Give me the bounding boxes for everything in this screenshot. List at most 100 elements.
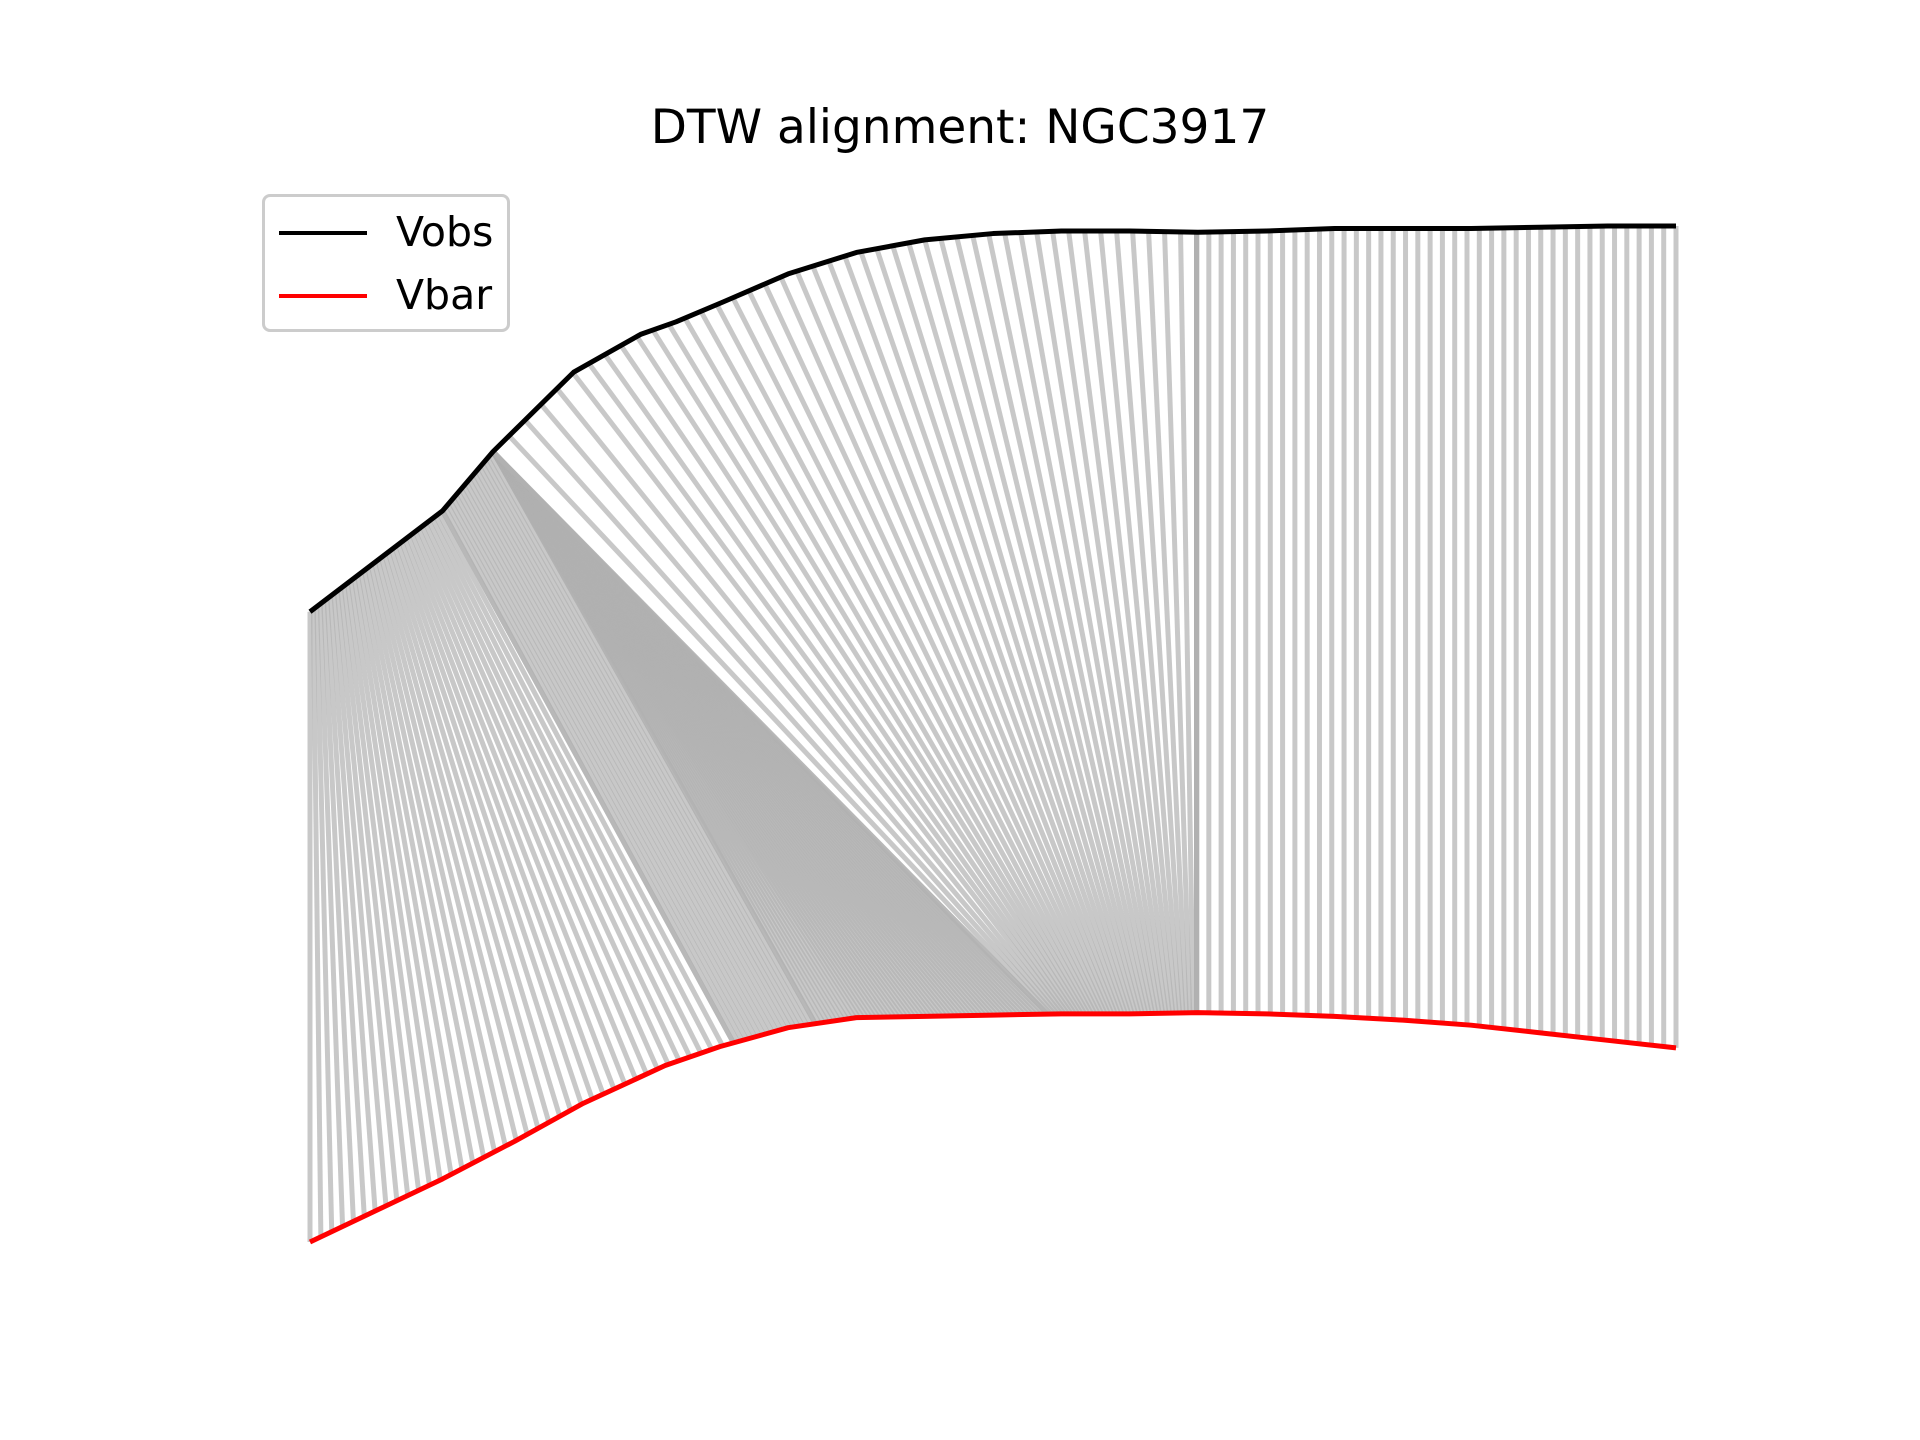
alignment-line-43 [448,500,749,1041]
alignment-line-155 [1050,231,1169,1014]
alignment-line-136 [746,289,1105,1015]
alignment-line-147 [922,239,1142,1015]
alignment-line-121 [507,434,1053,1016]
alignment-line-37 [433,514,714,1051]
alignment-line-24 [389,548,573,1112]
alignment-line-33 [419,525,671,1066]
alignment-line-151 [986,233,1155,1014]
alignment-line-41 [442,506,740,1043]
alignment-line-49 [464,481,775,1034]
alignment-line-4 [321,601,356,1222]
alignment-line-126 [586,362,1070,1016]
alignment-line-163 [1178,231,1196,1013]
alignment-line-125 [571,371,1067,1016]
alignment-line-9 [338,588,411,1196]
alignment-line-52 [472,472,788,1030]
chart-title: DTW alignment: NGC3917 [650,100,1270,155]
legend-swatch-vobs [279,231,367,235]
legend-item-vobs: Vobs [265,207,507,257]
alignment-line-22 [382,554,552,1124]
legend: Vobs Vbar [262,194,510,332]
alignment-line-132 [682,316,1091,1016]
alignment-line-34 [423,522,682,1062]
alignment-line-50 [466,478,779,1033]
alignment-line-122 [523,418,1057,1016]
alignment-line-156 [1066,230,1172,1014]
alignment-line-35 [426,520,693,1059]
alignment-line-157 [1082,230,1176,1014]
alignment-line-148 [938,237,1145,1015]
alignment-line-29 [406,535,628,1086]
alignment-line-142 [842,255,1125,1015]
alignment-line-138 [778,276,1111,1015]
alignment-line-27 [399,541,606,1095]
alignment-line-8 [334,590,400,1201]
alignment-line-137 [762,282,1108,1015]
alignment-line-129 [634,335,1081,1016]
alignment-line-3 [317,603,346,1227]
alignment-line-54 [477,466,797,1029]
alignment-line-56 [482,459,805,1027]
alignment-line-45 [453,494,758,1039]
alignment-line-21 [378,556,541,1130]
alignment-line-124 [555,387,1064,1016]
alignment-line-140 [810,265,1118,1015]
legend-label-vbar: Vbar [396,271,493,319]
alignment-line-160 [1130,230,1186,1014]
alignment-line-42 [445,503,745,1042]
series-curves [308,223,1677,1245]
alignment-line-36 [430,517,704,1055]
alignment-line-48 [461,484,771,1035]
alignment-line-127 [602,353,1074,1016]
alignment-line-150 [970,234,1152,1015]
series-line-vobs [308,223,1676,614]
alignment-lines [307,226,1679,1242]
legend-swatch-vbar [279,294,367,298]
alignment-line-135 [730,296,1101,1015]
alignment-line-10 [341,585,422,1191]
legend-item-vbar: Vbar [265,270,507,320]
alignment-line-57 [485,456,809,1027]
alignment-line-51 [469,475,784,1031]
alignment-line-131 [666,323,1088,1016]
alignment-line-32 [416,527,660,1071]
alignment-line-145 [890,245,1135,1015]
alignment-line-161 [1146,231,1189,1013]
alignment-line-46 [456,490,762,1037]
alignment-line-26 [395,543,595,1100]
alignment-line-152 [1002,232,1159,1014]
alignment-line-159 [1114,230,1183,1014]
alignment-line-17 [365,567,498,1153]
alignment-line-162 [1162,231,1193,1013]
alignment-line-130 [650,328,1084,1016]
series-line-vbar [308,1010,1677,1245]
alignment-line-38 [436,512,725,1048]
alignment-line-120 [491,449,1050,1016]
alignment-line-6 [327,596,378,1212]
alignment-line-2 [314,606,335,1232]
alignment-line-153 [1018,232,1162,1014]
alignment-line-13 [351,577,454,1175]
alignment-line-15 [358,572,476,1164]
alignment-line-144 [874,247,1132,1015]
alignment-line-18 [368,564,508,1147]
alignment-line-154 [1034,231,1166,1014]
alignment-line-7 [331,593,389,1207]
alignment-line-20 [375,559,530,1135]
alignment-line-58 [488,453,814,1026]
alignment-line-47 [458,487,766,1036]
alignment-line-146 [906,242,1139,1015]
alignment-line-1 [310,609,324,1237]
alignment-line-149 [954,236,1149,1015]
alignment-line-19 [372,562,519,1141]
alignment-line-5 [324,598,367,1217]
alignment-line-12 [348,580,443,1181]
alignment-line-139 [794,270,1115,1015]
alignment-line-28 [402,538,617,1091]
alignment-line-133 [698,310,1094,1016]
alignment-line-128 [618,344,1077,1016]
alignment-line-30 [409,533,639,1081]
alignment-line-134 [714,303,1098,1016]
alignment-line-143 [858,250,1128,1015]
